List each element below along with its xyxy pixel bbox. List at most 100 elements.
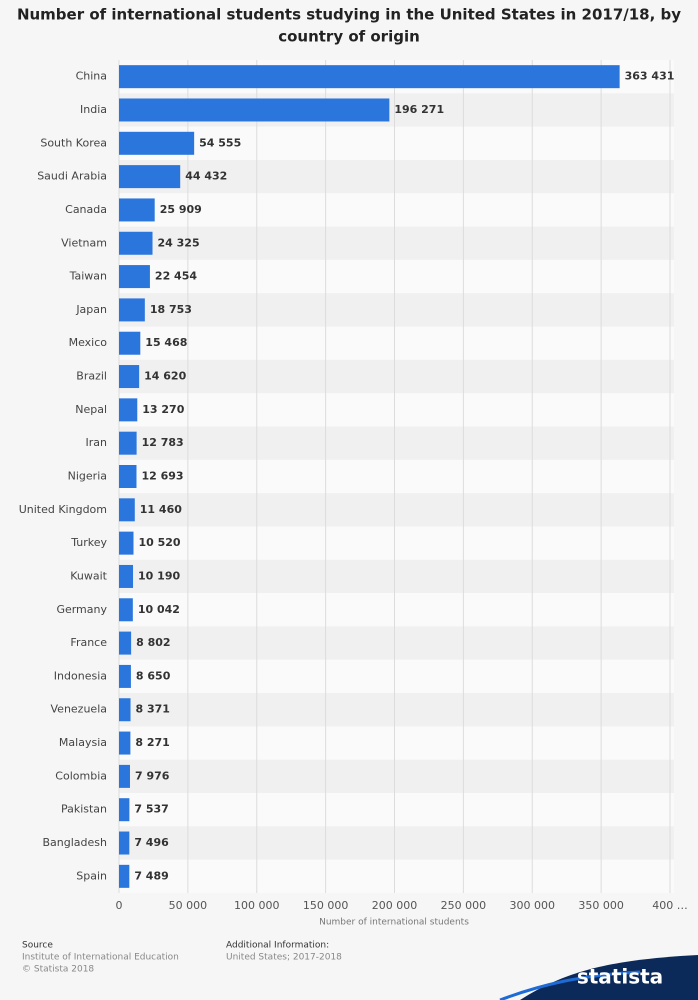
value-label: 196 271 [394, 103, 444, 116]
bar [119, 798, 130, 822]
value-label: 7 976 [135, 769, 170, 782]
bar [119, 764, 130, 788]
y-tick-label: Brazil [76, 370, 107, 383]
bar [119, 498, 135, 522]
bar [119, 365, 140, 389]
value-label: 8 271 [135, 736, 169, 749]
y-tick-label: Bangladesh [43, 836, 108, 849]
y-tick-label: Canada [65, 203, 107, 216]
value-label: 363 431 [625, 70, 675, 83]
row-stripe [119, 859, 674, 893]
bar [119, 165, 181, 189]
y-tick-label: Pakistan [61, 803, 107, 816]
value-label: 44 432 [185, 170, 227, 183]
value-label: 24 325 [158, 236, 200, 249]
y-tick-label: Mexico [69, 336, 108, 349]
value-label: 7 496 [134, 836, 169, 849]
value-label: 22 454 [155, 270, 197, 283]
bar [119, 298, 145, 322]
value-label: 12 783 [142, 436, 184, 449]
bar [119, 664, 131, 688]
row-stripe [119, 159, 674, 194]
source: Institute of International Education [22, 953, 179, 963]
bar [119, 731, 131, 755]
value-label: 11 460 [140, 503, 182, 516]
value-label: 14 620 [144, 370, 186, 383]
bar [119, 465, 137, 488]
y-tick-label: Venezuela [51, 703, 108, 716]
y-tick-label: Kuwait [70, 569, 107, 582]
row-stripe [119, 626, 674, 660]
row-stripe [119, 759, 674, 794]
row-stripe [119, 259, 674, 294]
bar [119, 864, 130, 888]
value-label: 13 270 [142, 403, 184, 416]
source-label: Source [22, 941, 53, 951]
logo-stripe [499, 970, 641, 1000]
bar [119, 331, 141, 355]
x-tick-label: 200 000 [372, 899, 418, 912]
x-tick-label: 400 … [652, 899, 688, 912]
row-stripe [119, 126, 674, 160]
x-tick-label: 300 000 [510, 899, 556, 912]
bar [119, 98, 390, 122]
value-label: 25 909 [160, 203, 202, 216]
row-stripe [119, 793, 674, 827]
y-tick-label: Turkey [70, 536, 107, 549]
bar [119, 598, 133, 622]
row-stripe [119, 226, 674, 260]
chart-title: Number of international students studyin… [17, 6, 681, 24]
value-label: 8 371 [136, 703, 170, 716]
y-tick-label: India [80, 103, 107, 116]
row-stripe [119, 726, 674, 760]
row-stripe [119, 393, 674, 427]
bar [119, 631, 132, 655]
row-stripe [119, 293, 674, 327]
value-label: 7 489 [134, 869, 168, 882]
copyright: © Statista 2018 [22, 965, 94, 975]
y-tick-label: Vietnam [61, 236, 107, 249]
x-tick-label: 100 000 [234, 899, 280, 912]
y-tick-label: Iran [86, 436, 108, 449]
y-tick-label: Saudi Arabia [37, 170, 107, 183]
bar [119, 431, 137, 455]
info-label: Additional Information: [226, 941, 329, 951]
y-tick-label: Spain [76, 869, 107, 882]
row-stripe [119, 493, 674, 527]
row-stripe [119, 559, 674, 594]
row-stripe [119, 593, 674, 627]
value-label: 8 650 [136, 669, 171, 682]
chart-title: country of origin [278, 28, 420, 46]
y-tick-label: Indonesia [54, 669, 107, 682]
value-label: 10 190 [138, 569, 180, 582]
bar [119, 398, 138, 422]
value-label: 54 555 [199, 136, 241, 149]
row-stripe [119, 826, 674, 860]
row-stripe [119, 459, 674, 494]
y-tick-label: Colombia [55, 769, 107, 782]
row-stripe [119, 193, 674, 227]
x-tick-label: 250 000 [441, 899, 487, 912]
y-tick-label: France [70, 636, 107, 649]
bar [119, 831, 130, 855]
bar [119, 265, 150, 289]
value-label: 10 520 [138, 536, 180, 549]
bar [119, 231, 153, 255]
row-stripe [119, 326, 674, 360]
x-tick-label: 50 000 [169, 899, 208, 912]
row-stripe [119, 359, 674, 394]
y-tick-label: Nepal [75, 403, 107, 416]
bar [119, 131, 195, 155]
x-tick-label: 150 000 [303, 899, 349, 912]
y-tick-label: China [76, 70, 107, 83]
value-label: 10 042 [138, 603, 180, 616]
value-label: 7 537 [134, 803, 168, 816]
logo-wave [520, 955, 698, 1000]
row-stripe [119, 426, 674, 460]
value-label: 18 753 [150, 303, 192, 316]
bar [119, 531, 134, 555]
y-tick-label: United Kingdom [19, 503, 107, 516]
value-label: 15 468 [145, 336, 187, 349]
y-tick-label: South Korea [40, 136, 107, 149]
